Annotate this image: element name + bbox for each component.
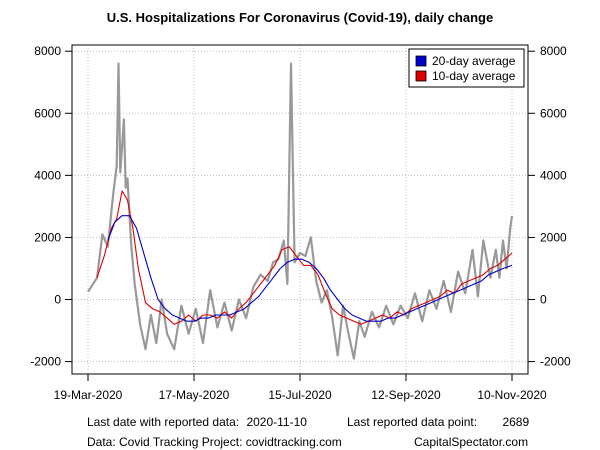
y-tick-label-right: 4000	[540, 168, 567, 182]
y-tick-label-left: 0	[54, 293, 61, 307]
y-tick-label-left: -2000	[30, 355, 61, 369]
last-point-label: Last reported data point:	[347, 415, 478, 429]
legend-box	[408, 48, 525, 88]
series-line-20-day-average	[107, 215, 513, 322]
series-lines	[87, 62, 514, 360]
last-date-label: Last date with reported data:	[87, 415, 240, 429]
x-tick-label: 19-Mar-2020	[54, 388, 123, 402]
legend-swatch	[415, 70, 427, 82]
grid-lines	[72, 45, 528, 374]
axes: -2000 -2000 0 0 2000 2000 4000 4000 6000 6000 8000…	[30, 44, 571, 402]
x-tick-label: 15-Jul-2020	[268, 388, 332, 402]
data-source: Data: Covid Tracking Project: covidtrack…	[87, 435, 342, 449]
y-tick-label-right: 0	[540, 293, 547, 307]
last-date-value: 2020-11-10	[246, 415, 307, 429]
y-tick-label-right: 8000	[540, 44, 567, 58]
last-point-value: 2689	[502, 415, 530, 429]
y-tick-label-right: 6000	[540, 106, 567, 120]
x-tick-label: 17-May-2020	[159, 388, 230, 402]
legend-label: 20-day average	[432, 54, 516, 68]
x-tick-label: 10-Nov-2020	[477, 388, 547, 402]
y-tick-label-left: 4000	[34, 168, 61, 182]
y-tick-label-right: -2000	[540, 355, 571, 369]
y-tick-label-left: 8000	[34, 44, 61, 58]
chart-title: U.S. Hospitalizations For Coronavirus (C…	[107, 10, 493, 25]
y-tick-label-left: 6000	[34, 106, 61, 120]
brand-credit: CapitalSpectator.com	[414, 435, 529, 449]
y-tick-label-left: 2000	[34, 230, 61, 244]
x-tick-label: 12-Sep-2020	[371, 388, 441, 402]
legend-swatch	[415, 55, 427, 67]
y-tick-label-right: 2000	[540, 230, 567, 244]
last-point-note: Last reported data point: 2689	[347, 415, 529, 429]
series-line-10-day-average	[96, 190, 513, 325]
last-date-note: Last date with reported data: 2020-11-10	[87, 415, 307, 429]
series-line-daily-change	[87, 62, 514, 360]
legend-label: 10-day average	[432, 69, 516, 83]
